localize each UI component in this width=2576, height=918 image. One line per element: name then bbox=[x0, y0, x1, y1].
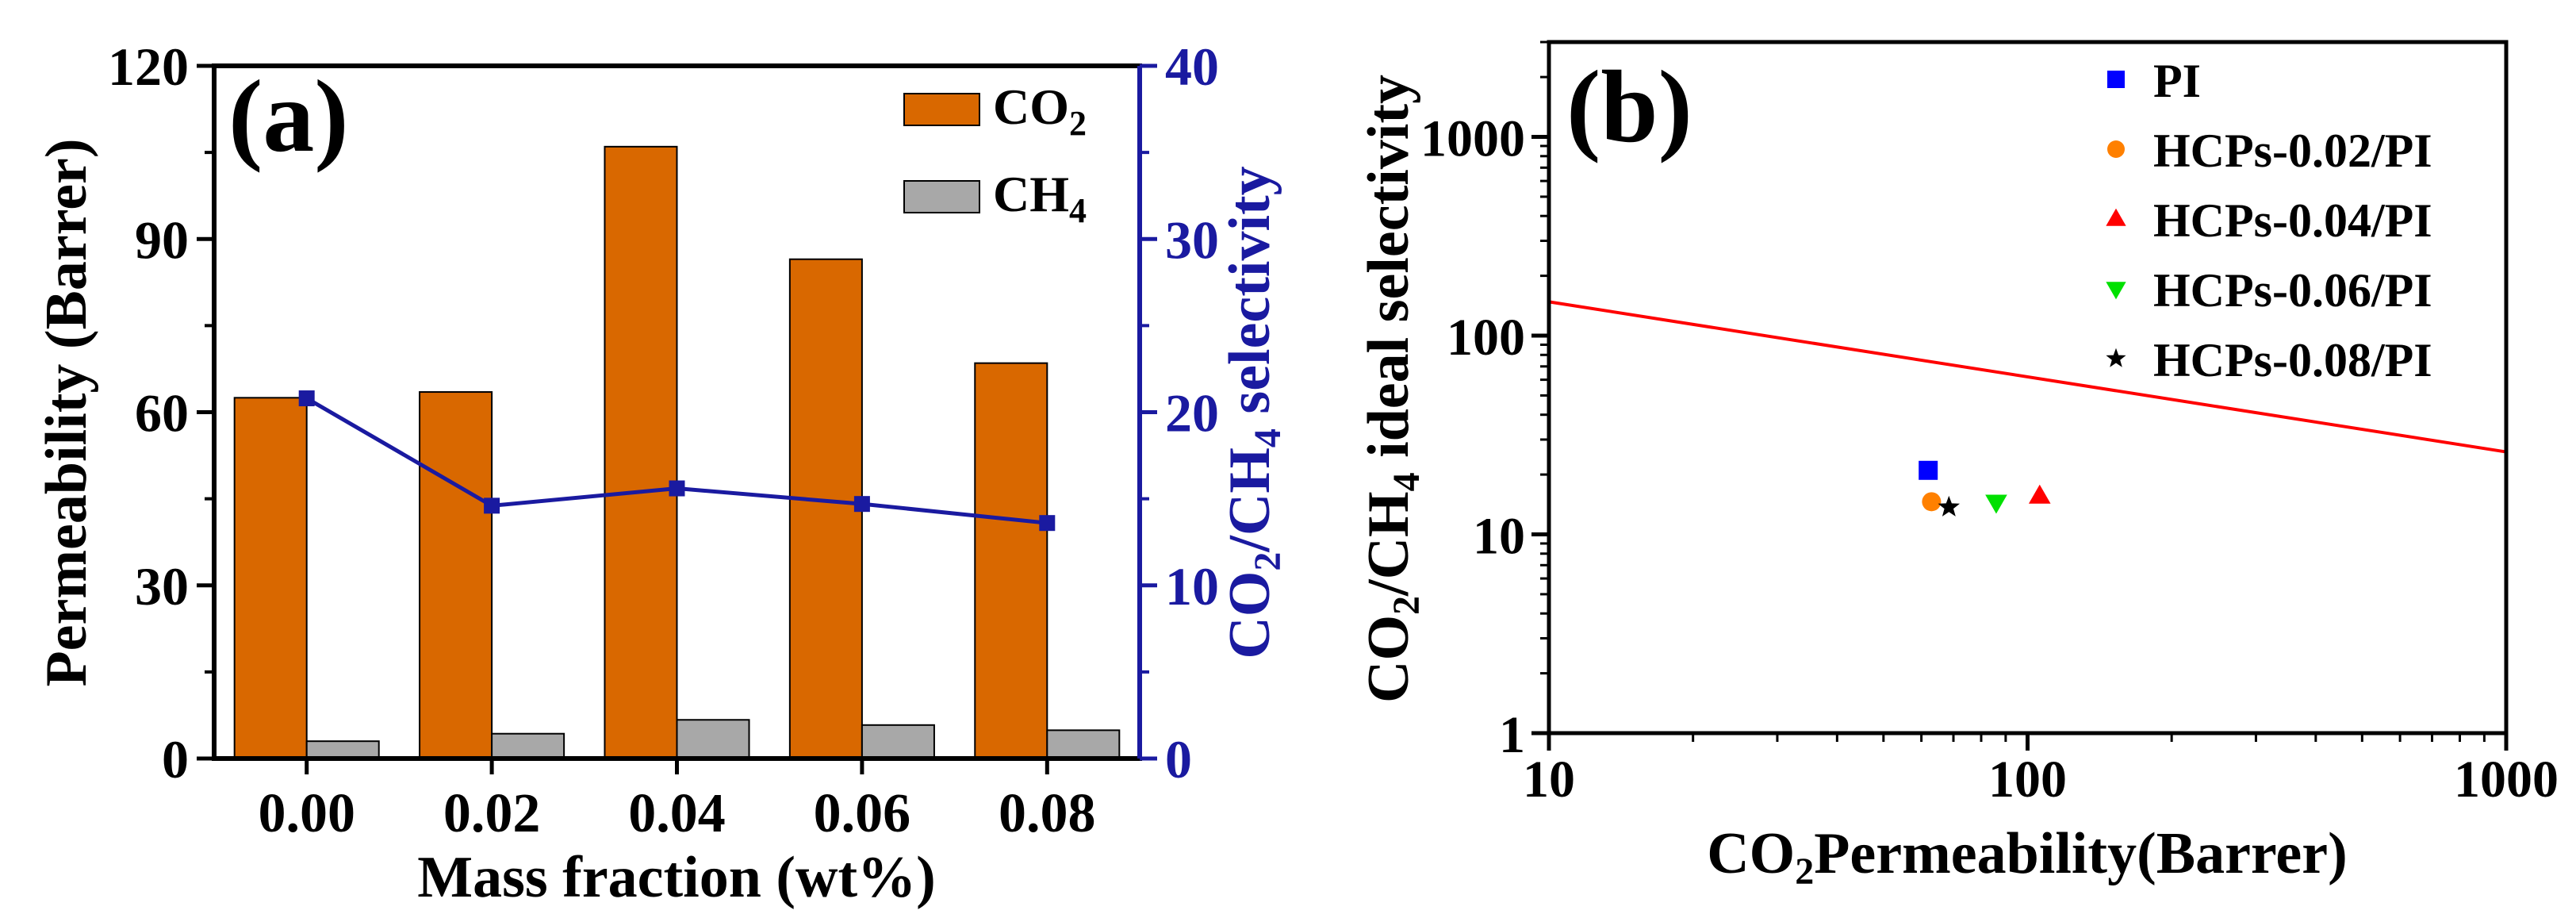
panel-b-label: (b) bbox=[1566, 50, 1692, 164]
panel-a-y2-title-part3: selectivity bbox=[1217, 166, 1282, 428]
selectivity-point-4 bbox=[1039, 515, 1056, 532]
bar-ch4-1 bbox=[491, 732, 565, 760]
y-tick-label-4: 120 bbox=[108, 36, 189, 97]
legend-label-3: HCPs-0.06/PI bbox=[2153, 264, 2432, 317]
b-x-tick-label-0: 10 bbox=[1523, 751, 1575, 809]
b-x-tick-label-2: 1000 bbox=[2454, 751, 2559, 809]
legend-swatch-co2 bbox=[903, 93, 980, 126]
y2-tick-label-1: 10 bbox=[1165, 556, 1219, 616]
selectivity-point-0 bbox=[298, 390, 315, 407]
panel-a-x-ticks: 0.00 0.02 0.04 0.06 0.08 bbox=[258, 759, 1096, 844]
legend-label-0: PI bbox=[2153, 55, 2201, 107]
panel-b-points bbox=[1919, 460, 2051, 517]
data-point-circle bbox=[1922, 492, 1942, 512]
x-tick-label-3: 0.06 bbox=[814, 783, 911, 844]
panel-a-y2-title-sub1: 2 bbox=[1247, 552, 1289, 571]
y-tick-label-1: 30 bbox=[135, 556, 189, 616]
panel-a-selectivity-line bbox=[298, 390, 1056, 532]
bar-co2-2 bbox=[604, 145, 678, 760]
legend-label-ch4: CH4 bbox=[993, 166, 1087, 230]
panel-a-y2-title-part1: CO bbox=[1217, 571, 1282, 659]
panel-a-x-axis-title: Mass fraction (wt%) bbox=[417, 845, 936, 910]
panel-a-legend: CO2 CH4 bbox=[903, 79, 1087, 230]
legend-marker-triangle-up bbox=[2106, 208, 2126, 226]
x-tick-label-0: 0.00 bbox=[258, 783, 355, 844]
bar-co2-4 bbox=[974, 362, 1048, 759]
legend-swatch-ch4 bbox=[903, 180, 980, 213]
legend-marker-triangle-down bbox=[2106, 282, 2126, 300]
data-point-triangle-up bbox=[2028, 484, 2051, 504]
legend-marker-star bbox=[2106, 348, 2126, 367]
x-tick-label-2: 0.04 bbox=[628, 783, 726, 844]
y2-tick-label-2: 20 bbox=[1165, 383, 1219, 444]
panel-b-x-ticks: 10 100 1000 bbox=[1523, 733, 2559, 809]
y-tick-label-0: 0 bbox=[162, 729, 189, 789]
bar-ch4-4 bbox=[1046, 729, 1121, 759]
bar-ch4-2 bbox=[676, 719, 750, 760]
b-y-tick-label-0: 1 bbox=[1499, 706, 1525, 764]
selectivity-point-2 bbox=[669, 480, 685, 497]
data-point-triangle-down bbox=[1985, 494, 2007, 514]
b-y-tick-label-2: 100 bbox=[1447, 309, 1525, 367]
selectivity-point-1 bbox=[484, 497, 500, 514]
legend-label-4: HCPs-0.08/PI bbox=[2153, 334, 2432, 386]
panel-b-x-axis-title: CO2Permeability(Barrer) bbox=[1707, 821, 2348, 893]
panel-a-label: (a) bbox=[228, 60, 349, 174]
bar-co2-1 bbox=[419, 391, 493, 759]
panel-a-left-ticks: 0 30 60 90 120 bbox=[108, 36, 214, 789]
legend-label-co2: CO2 bbox=[993, 79, 1087, 143]
panel-a-y2-title-sub2: 4 bbox=[1247, 428, 1289, 447]
bar-ch4-0 bbox=[305, 740, 380, 759]
b-y-tick-label-1: 10 bbox=[1473, 508, 1525, 566]
panel-b-upper-bound-line bbox=[1548, 300, 2507, 454]
panel-a-y2-title-part2: /CH bbox=[1217, 447, 1282, 553]
data-point-star bbox=[1938, 495, 1960, 517]
panel-a-right-ticks: 0 10 20 30 40 bbox=[1140, 36, 1219, 789]
panel-a-y-axis-title: Permeability (Barrer) bbox=[34, 138, 99, 686]
panel-a-bars bbox=[233, 145, 1121, 760]
selectivity-point-3 bbox=[853, 496, 870, 513]
legend-marker-circle bbox=[2107, 140, 2125, 158]
legend-marker-square bbox=[2107, 71, 2125, 88]
panel-b-y-axis-title: CO2/CH4 ideal selectivity bbox=[1356, 75, 1428, 703]
panel-b-y-ticks: 1 10 100 1000 bbox=[1420, 40, 1549, 764]
legend-label-1: HCPs-0.02/PI bbox=[2153, 125, 2432, 177]
y2-tick-label-3: 30 bbox=[1165, 209, 1219, 270]
bar-ch4-3 bbox=[861, 724, 935, 759]
panel-a-y2-axis-title: CO2/CH4 selectivity bbox=[1217, 166, 1289, 659]
data-point-square bbox=[1919, 460, 1938, 480]
y-tick-label-2: 60 bbox=[135, 383, 189, 444]
upper-bound-line bbox=[1548, 300, 2507, 454]
y-tick-label-3: 90 bbox=[135, 209, 189, 270]
b-y-tick-label-3: 1000 bbox=[1420, 110, 1525, 168]
bar-co2-0 bbox=[233, 397, 308, 759]
panel-b-legend: PI HCPs-0.02/PI HCPs-0.04/PI HCPs-0.06/PI HC… bbox=[2106, 55, 2432, 386]
legend-label-2: HCPs-0.04/PI bbox=[2153, 194, 2432, 247]
b-x-tick-label-1: 100 bbox=[1988, 751, 2067, 809]
x-tick-label-1: 0.02 bbox=[443, 783, 541, 844]
y2-tick-label-4: 40 bbox=[1165, 36, 1219, 97]
bar-co2-3 bbox=[788, 258, 863, 759]
y2-tick-label-0: 0 bbox=[1165, 729, 1192, 789]
x-tick-label-4: 0.08 bbox=[999, 783, 1096, 844]
